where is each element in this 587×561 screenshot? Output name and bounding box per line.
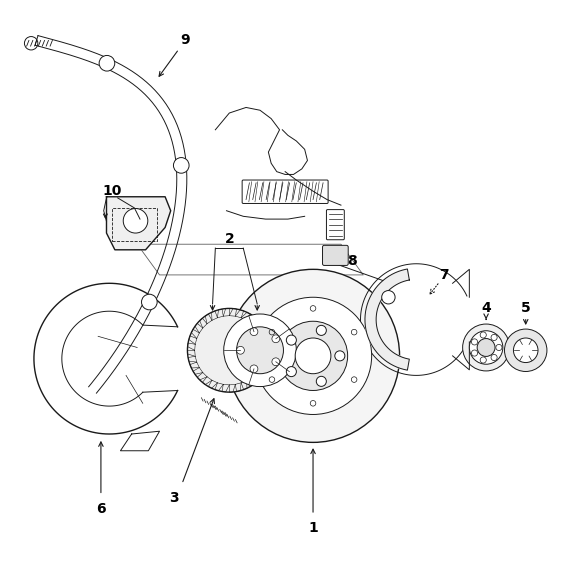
Circle shape [286,366,296,376]
Text: 5: 5 [521,301,531,315]
Circle shape [496,344,502,351]
Circle shape [382,291,395,304]
Polygon shape [365,269,409,370]
Circle shape [335,351,345,361]
Circle shape [278,321,348,390]
Circle shape [187,309,271,392]
Circle shape [237,327,284,374]
Circle shape [491,334,497,341]
Text: 1: 1 [308,521,318,535]
Circle shape [224,314,296,387]
Circle shape [227,269,400,443]
Circle shape [504,329,547,371]
Circle shape [250,328,258,335]
Circle shape [99,56,115,71]
Circle shape [316,325,326,335]
Circle shape [470,331,503,364]
Text: 4: 4 [481,301,491,315]
Circle shape [272,335,280,343]
Circle shape [316,376,326,387]
Circle shape [141,294,157,310]
Circle shape [295,338,331,374]
FancyBboxPatch shape [322,245,348,265]
FancyBboxPatch shape [242,180,328,204]
Circle shape [272,358,280,366]
Text: 3: 3 [168,491,178,505]
Circle shape [491,355,497,361]
Text: 10: 10 [102,184,122,198]
Circle shape [286,335,296,345]
Circle shape [254,297,372,415]
Circle shape [463,324,510,371]
Circle shape [477,338,495,356]
Circle shape [123,209,148,233]
Polygon shape [106,197,171,250]
Text: 9: 9 [180,34,190,48]
Circle shape [250,365,258,373]
Circle shape [480,357,486,363]
Text: 6: 6 [96,502,106,516]
Text: 7: 7 [440,268,449,282]
Circle shape [471,339,478,345]
Text: 8: 8 [348,254,357,268]
Circle shape [471,350,478,356]
Text: 2: 2 [224,232,234,246]
FancyBboxPatch shape [326,210,345,240]
Circle shape [480,332,486,338]
Circle shape [514,338,538,362]
Circle shape [237,346,244,354]
Circle shape [173,158,189,173]
